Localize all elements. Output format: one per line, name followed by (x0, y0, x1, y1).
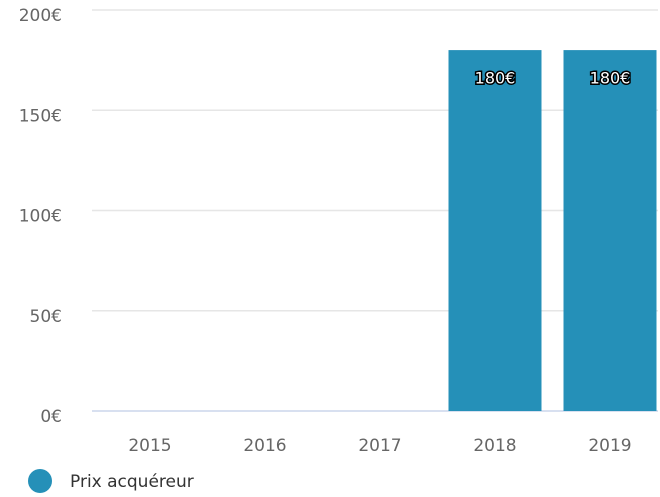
y-tick-label: 50€ (30, 307, 62, 327)
bar (448, 50, 542, 411)
y-tick-label: 150€ (19, 106, 62, 126)
x-tick-label: 2017 (358, 436, 401, 456)
x-tick-label: 2018 (473, 436, 516, 456)
value-label: 180€ (590, 69, 631, 88)
x-tick-label: 2019 (588, 436, 631, 456)
y-tick-label: 200€ (19, 6, 62, 26)
value-label: 180€ (475, 69, 516, 88)
y-tick-label: 100€ (19, 207, 62, 227)
bar (563, 50, 657, 411)
x-tick-label: 2015 (128, 436, 171, 456)
y-tick-label: 0€ (40, 407, 62, 427)
legend-marker (28, 469, 52, 493)
x-tick-label: 2016 (243, 436, 286, 456)
legend-label: Prix acquéreur (70, 472, 194, 492)
